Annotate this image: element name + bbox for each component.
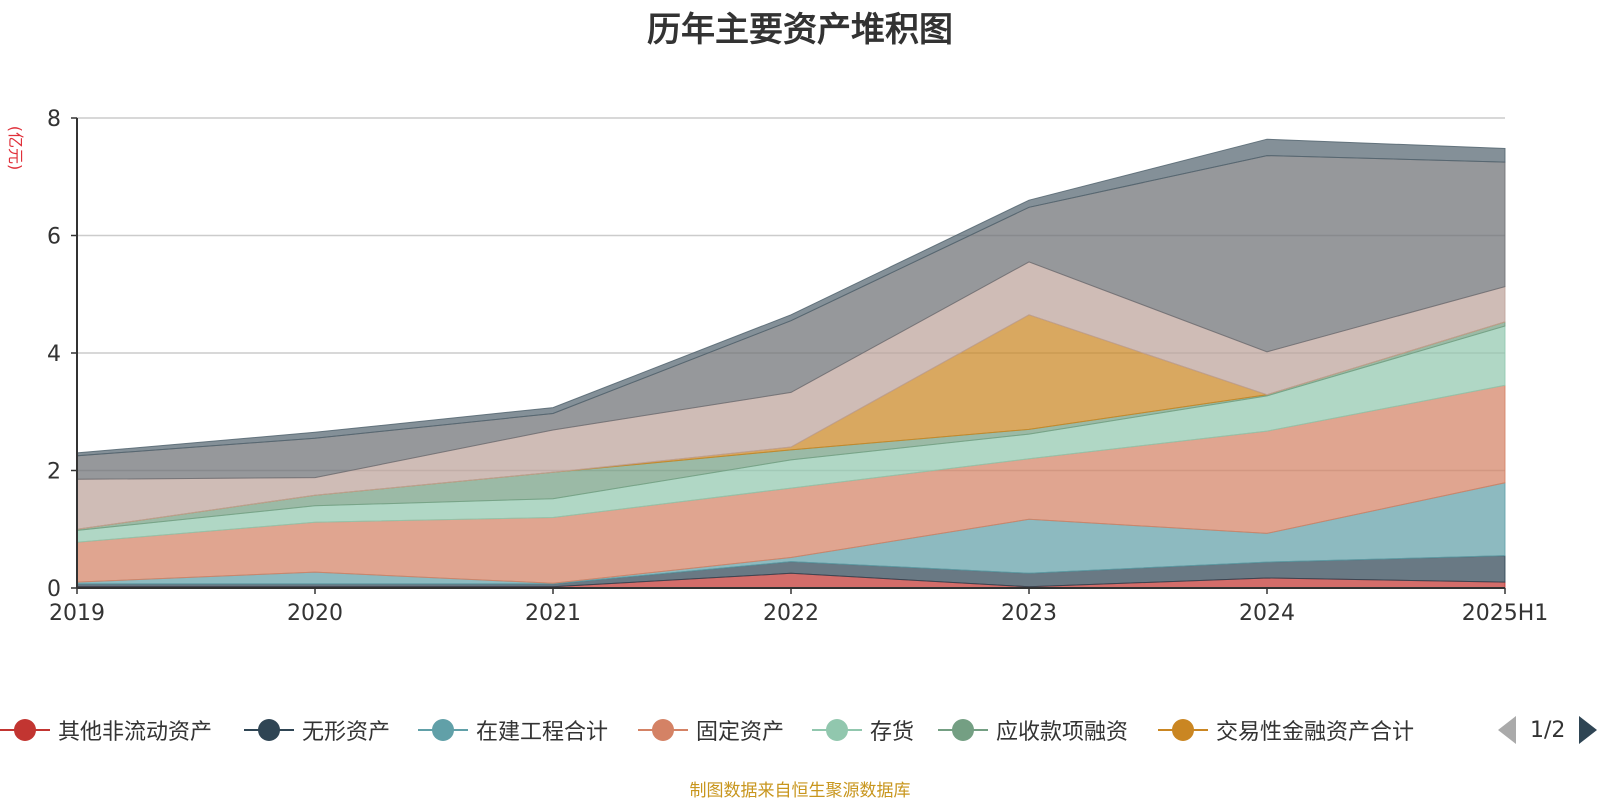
legend-item[interactable]: 其他非流动资产 (0, 710, 212, 750)
legend-label: 交易性金融资产合计 (1216, 720, 1415, 745)
legend-marker-icon (812, 715, 862, 745)
legend-item[interactable]: 无形资产 (244, 710, 390, 750)
y-tick-label: 0 (47, 577, 61, 602)
y-tick-label: 6 (47, 225, 61, 250)
area-series-10 (76, 138, 1506, 457)
legend-item[interactable]: 固定资产 (638, 710, 784, 750)
legend-label: 无形资产 (302, 720, 391, 745)
legend-pager: 1/2 (1498, 710, 1598, 750)
x-tick-label: 2025H1 (1462, 601, 1549, 626)
y-tick-label: 4 (47, 342, 61, 367)
legend-label: 存货 (870, 720, 915, 745)
legend-marker-icon (938, 715, 988, 745)
x-tick-label: 2022 (763, 601, 819, 626)
legend-label: 其他非流动资产 (58, 720, 213, 745)
x-tick-label: 2019 (49, 601, 105, 626)
legend-next-page-icon[interactable] (1579, 716, 1598, 744)
legend-label: 应收款项融资 (996, 720, 1129, 745)
x-tick-label: 2020 (287, 601, 343, 626)
legend-item[interactable]: 应收款项融资 (938, 710, 1128, 750)
x-tick-label: 2024 (1239, 601, 1295, 626)
legend-marker-icon (638, 715, 688, 745)
legend-item[interactable]: 存货 (812, 710, 914, 750)
legend-label: 在建工程合计 (476, 720, 609, 745)
y-tick-label: 8 (47, 107, 61, 132)
legend-item[interactable]: 在建工程合计 (418, 710, 608, 750)
legend-marker-icon (244, 715, 294, 745)
x-tick-label: 2023 (1001, 601, 1057, 626)
y-tick-label: 2 (47, 460, 61, 485)
legend-marker-icon (0, 715, 50, 745)
legend-marker-icon (418, 715, 468, 745)
legend-page-indicator: 1/2 (1530, 717, 1566, 743)
data-source-note: 制图数据来自恒生聚源数据库 (689, 781, 911, 801)
legend-item[interactable]: 交易性金融资产合计 (1158, 710, 1414, 750)
legend: 其他非流动资产 无形资产 在建工程合计 固定资产 存货 应收款项融资 交易性金融资产合计 (0, 710, 1600, 750)
chart-title: 历年主要资产堆积图 (647, 10, 953, 50)
legend-prev-page-icon[interactable] (1498, 716, 1516, 744)
stacked-area-chart: 0 2 4 6 8 2019 2020 2021 2022 2023 2024 2025H1 (47, 107, 1549, 626)
x-tick-label: 2021 (525, 601, 581, 626)
legend-label: 固定资产 (696, 720, 785, 745)
legend-marker-icon (1158, 715, 1208, 745)
